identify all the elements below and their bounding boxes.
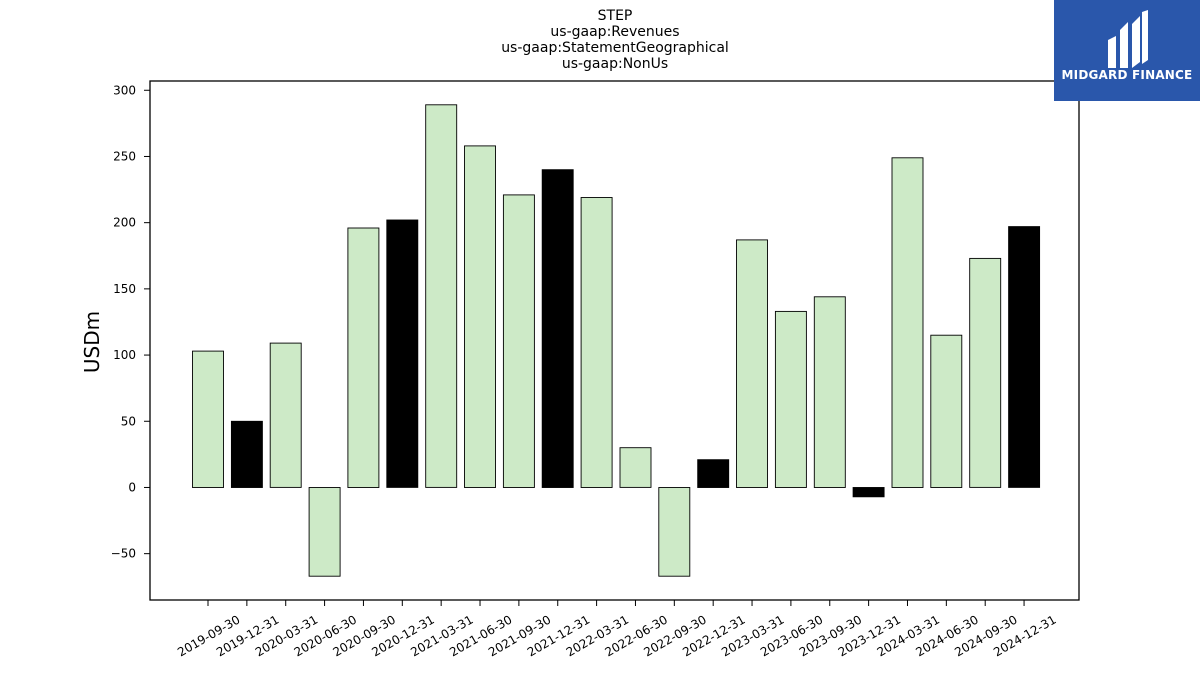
brand-logo: MIDGARD FINANCE: [1054, 0, 1200, 101]
title-line-2: us-gaap:Revenues: [550, 24, 679, 40]
chart-title: STEP us-gaap:Revenues us-gaap:StatementG…: [501, 8, 729, 72]
y-tick-label: 0: [128, 480, 136, 494]
bar-2021-12-31: [541, 169, 574, 488]
logo-mark-icon: [1108, 10, 1148, 68]
bar-2022-03-31: [580, 197, 613, 488]
y-axis-label: USDm: [80, 311, 104, 373]
y-tick-label: 200: [113, 216, 136, 230]
bar-2020-03-31: [269, 342, 302, 488]
bar-2022-09-30: [658, 487, 691, 577]
y-tick-label: 300: [113, 83, 136, 97]
bar-2022-06-30: [619, 447, 652, 488]
bar-2020-06-30: [308, 487, 341, 577]
y-tick-label: 150: [113, 282, 136, 296]
bar-2023-09-30: [813, 296, 846, 488]
bar-2019-12-31: [230, 420, 263, 488]
bar-2021-09-30: [502, 194, 535, 488]
bar-2024-09-30: [969, 257, 1002, 488]
y-tick-label: 50: [121, 414, 136, 428]
title-line-1: STEP: [598, 8, 633, 24]
y-tick-label: −50: [111, 547, 136, 561]
plot-frame: [149, 80, 1080, 601]
bar-2024-06-30: [930, 334, 963, 488]
bar-2024-12-31: [1008, 226, 1041, 488]
bar-2023-03-31: [736, 239, 768, 488]
y-tick-label: 250: [113, 149, 136, 163]
bar-2022-12-31: [697, 459, 730, 488]
bar-2023-06-30: [774, 310, 807, 488]
y-tick-label: 100: [113, 348, 136, 362]
x-axis: 2019-09-302019-12-312020-03-312020-06-30…: [175, 600, 1059, 659]
y-axis: −50 0 50 100 150 200 250 300: [111, 83, 150, 561]
logo-text: MIDGARD FINANCE: [1061, 68, 1193, 82]
bar-2024-03-31: [891, 157, 924, 488]
title-line-3: us-gaap:StatementGeographical: [501, 40, 729, 56]
title-line-4: us-gaap:NonUs: [562, 56, 668, 72]
bar-2019-09-30: [192, 350, 224, 488]
bar-2023-12-31: [852, 487, 885, 498]
bar-2021-03-31: [425, 104, 458, 488]
bar-2021-06-30: [464, 145, 496, 488]
bar-2020-12-31: [386, 219, 419, 488]
bar-2020-09-30: [347, 227, 380, 488]
bars-group: [192, 104, 1041, 577]
